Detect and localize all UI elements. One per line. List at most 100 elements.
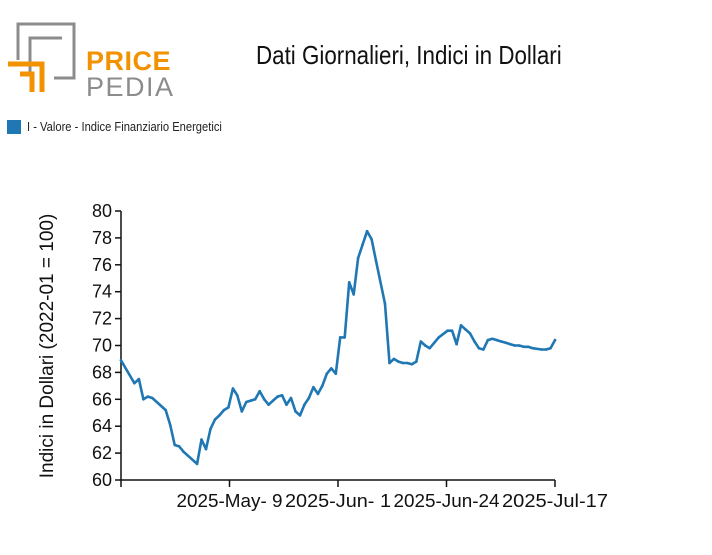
data-point (365, 229, 369, 233)
data-point (419, 340, 423, 343)
data-point (423, 344, 427, 347)
data-point (298, 414, 302, 417)
y-axis-title: Indici in Dollari (2022-01 = 100) (37, 214, 58, 479)
data-point (267, 403, 270, 407)
data-point (482, 348, 485, 351)
data-point (415, 360, 418, 363)
data-point (280, 394, 284, 397)
data-point (500, 340, 503, 343)
data-point (486, 338, 490, 342)
data-point (432, 341, 436, 345)
data-point (142, 398, 145, 401)
data-point (504, 341, 508, 345)
data-point (343, 336, 347, 339)
data-point (553, 338, 557, 342)
data-point (177, 445, 181, 448)
legend-swatch (7, 119, 21, 134)
data-point (249, 399, 253, 402)
data-point (374, 259, 378, 263)
y-tick-label: 78 (92, 228, 112, 248)
data-point (468, 332, 472, 335)
data-point (289, 396, 293, 400)
data-point (312, 385, 315, 389)
data-point (204, 447, 208, 451)
series-line (119, 229, 557, 466)
data-point (195, 462, 199, 466)
data-point (464, 328, 467, 331)
data-point (151, 396, 154, 400)
data-point (428, 346, 432, 350)
y-tick-label: 80 (92, 201, 112, 221)
data-point (392, 357, 396, 361)
data-point (209, 427, 212, 431)
data-point (477, 346, 481, 350)
data-point (119, 359, 123, 362)
data-point (513, 344, 516, 347)
data-point (517, 344, 521, 347)
data-point (370, 237, 373, 241)
y-tick-label: 60 (92, 470, 112, 490)
data-point (450, 329, 454, 333)
data-point (522, 345, 525, 349)
data-point (531, 346, 534, 350)
data-point (285, 403, 288, 407)
y-tick-label: 70 (92, 336, 112, 356)
y-tick-label: 76 (92, 255, 112, 275)
logo-word-pedia: PEDIA (86, 72, 175, 102)
data-point (459, 324, 463, 327)
data-point (397, 360, 400, 363)
data-point (231, 387, 235, 390)
data-point (446, 329, 449, 333)
data-point (338, 336, 342, 339)
data-point (347, 281, 351, 284)
data-point (133, 381, 136, 385)
data-point (253, 398, 257, 401)
pricepedia-logo: PRICE PEDIA (8, 22, 173, 102)
data-point (271, 399, 275, 402)
data-point (303, 403, 306, 407)
y-axis: 60 62 64 66 68 70 72 74 76 78 80 (92, 201, 122, 490)
data-point (258, 389, 262, 393)
data-point (200, 438, 203, 441)
data-point (356, 256, 360, 260)
data-point (222, 408, 226, 412)
x-tick-label: 2025-May- 9 (177, 491, 283, 511)
data-point (540, 348, 543, 351)
data-point (495, 338, 499, 342)
y-tick-label: 74 (92, 282, 112, 302)
x-axis: 2025-May- 9 2025-Jun- 1 2025-Jun-24 2025-Ju… (120, 479, 608, 511)
data-point (294, 410, 297, 413)
legend[interactable]: I - Valore - Indice Finanziario Energeti… (7, 119, 254, 134)
x-tick-label: 2025-Jun- 1 (285, 491, 391, 511)
data-point (213, 418, 217, 421)
data-point (383, 302, 387, 306)
y-tick-label: 64 (92, 416, 112, 436)
data-point (330, 367, 333, 370)
data-point (410, 363, 414, 366)
data-point (245, 400, 248, 404)
data-point (544, 348, 548, 351)
data-point (173, 443, 176, 447)
data-point (240, 410, 244, 413)
data-point (549, 346, 552, 350)
legend-label: I - Valore - Indice Finanziario Energeti… (27, 119, 222, 134)
logo-mark-icon (8, 22, 76, 92)
data-point (182, 450, 185, 454)
chart-title: Dati Giornalieri, Indici in Dollari (256, 40, 562, 70)
data-point (316, 392, 320, 396)
y-tick-label: 66 (92, 389, 112, 409)
y-tick-label: 62 (92, 443, 112, 463)
data-point (307, 396, 311, 400)
data-point (137, 377, 141, 381)
data-point (406, 361, 409, 365)
data-point (334, 372, 338, 376)
data-point (437, 336, 441, 339)
x-tick-label: 2025-Jul-17 (502, 491, 608, 511)
data-point (321, 384, 324, 388)
data-point (352, 293, 356, 296)
data-point (236, 394, 239, 397)
series-layer (119, 229, 557, 466)
data-point (388, 361, 391, 365)
data-point (325, 372, 329, 376)
